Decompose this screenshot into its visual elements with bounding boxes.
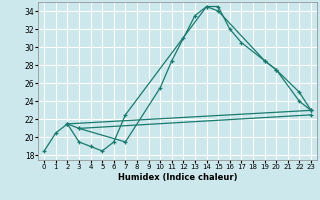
X-axis label: Humidex (Indice chaleur): Humidex (Indice chaleur) [118, 173, 237, 182]
